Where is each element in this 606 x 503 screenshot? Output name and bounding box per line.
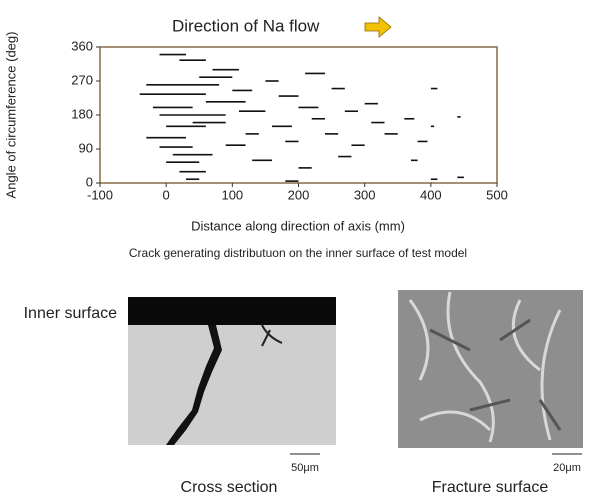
micrograph-caption: Cross section bbox=[181, 479, 278, 496]
x-tick-label: 400 bbox=[420, 187, 442, 202]
y-tick-label: 90 bbox=[79, 140, 93, 155]
x-tick-label: 100 bbox=[221, 187, 243, 202]
y-tick-label: 0 bbox=[86, 174, 93, 189]
chart-title: Direction of Na flow bbox=[172, 16, 320, 35]
y-axis-label: Angle of circumference (deg) bbox=[3, 32, 18, 199]
scale-label: 50μm bbox=[291, 462, 319, 474]
y-tick-label: 270 bbox=[71, 72, 93, 87]
caption: Crack generating distributuon on the inn… bbox=[129, 246, 467, 260]
fracture-surface-image bbox=[398, 290, 583, 448]
x-tick-label: 500 bbox=[486, 187, 508, 202]
cross-section-image bbox=[128, 297, 336, 445]
x-axis-label: Distance along direction of axis (mm) bbox=[191, 218, 405, 233]
x-tick-label: 200 bbox=[288, 187, 310, 202]
y-tick-label: 360 bbox=[71, 38, 93, 53]
micrograph-caption: Fracture surface bbox=[432, 479, 549, 496]
scale-label: 20μm bbox=[553, 462, 581, 474]
y-tick-label: 180 bbox=[71, 106, 93, 121]
flow-arrow bbox=[364, 16, 392, 38]
x-tick-label: -100 bbox=[87, 187, 113, 202]
micrograph-label: Inner surface bbox=[24, 305, 117, 322]
x-tick-label: 0 bbox=[163, 187, 170, 202]
x-tick-label: 300 bbox=[354, 187, 376, 202]
